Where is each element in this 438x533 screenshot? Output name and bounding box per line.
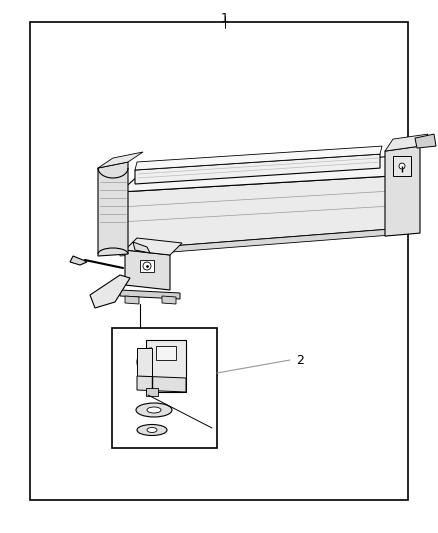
Text: 2: 2 [296, 353, 304, 367]
Polygon shape [135, 146, 382, 170]
Polygon shape [70, 256, 87, 265]
Polygon shape [120, 290, 180, 299]
Ellipse shape [399, 163, 405, 169]
Polygon shape [385, 134, 428, 151]
Polygon shape [415, 134, 436, 148]
Polygon shape [135, 154, 380, 184]
Ellipse shape [136, 403, 172, 417]
Polygon shape [137, 376, 186, 392]
Bar [146, 388, 158, 396]
Ellipse shape [147, 427, 157, 432]
Polygon shape [137, 348, 152, 376]
Polygon shape [393, 156, 411, 176]
Ellipse shape [147, 407, 161, 413]
Polygon shape [125, 250, 170, 290]
Polygon shape [120, 229, 390, 256]
Polygon shape [98, 162, 128, 256]
Polygon shape [90, 275, 130, 308]
Polygon shape [120, 176, 390, 250]
Ellipse shape [137, 424, 167, 435]
Bar [30, 22, 408, 500]
Polygon shape [162, 296, 176, 304]
Polygon shape [156, 346, 176, 360]
Polygon shape [385, 146, 420, 236]
Bar [140, 260, 154, 272]
Bar [112, 328, 217, 448]
Polygon shape [125, 238, 182, 255]
Text: 1: 1 [221, 12, 229, 25]
Polygon shape [133, 242, 150, 253]
Polygon shape [120, 156, 395, 192]
Ellipse shape [143, 262, 151, 270]
Polygon shape [125, 296, 139, 304]
Polygon shape [98, 152, 143, 168]
Polygon shape [146, 340, 186, 392]
